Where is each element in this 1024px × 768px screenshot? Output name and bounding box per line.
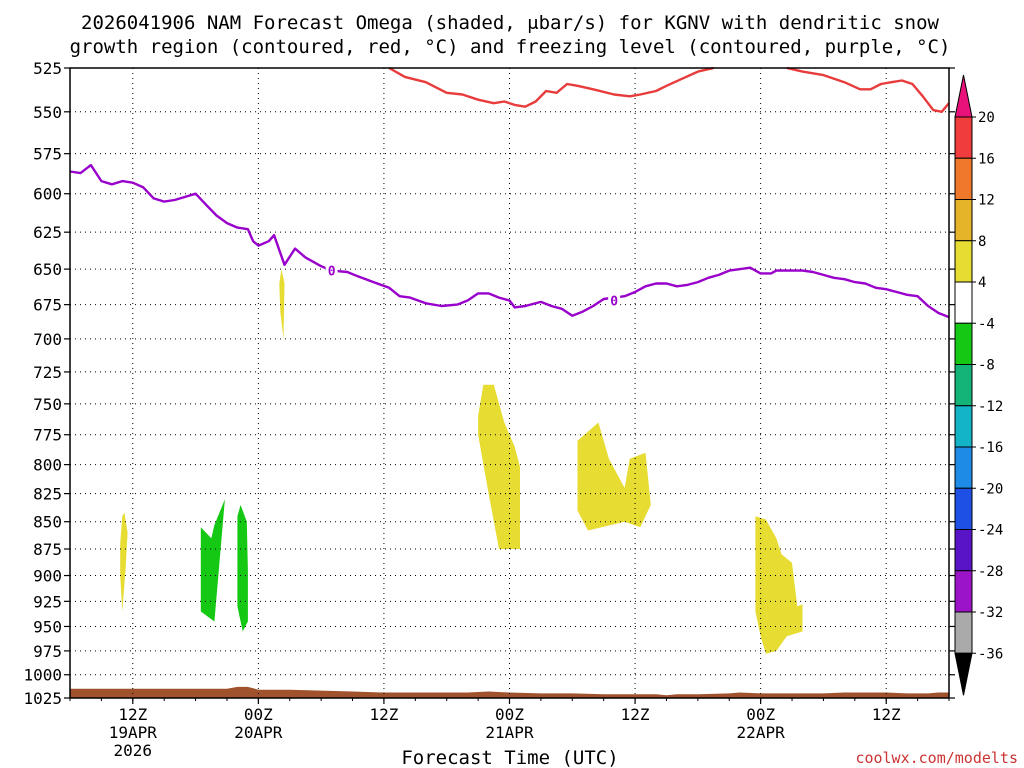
chart-title-line1: 2026041906 NAM Forecast Omega (shaded, μ… <box>81 12 939 34</box>
colorbar-label: -36 <box>978 646 1003 662</box>
terrain-fill <box>70 686 949 698</box>
colorbar-label: -28 <box>978 564 1003 580</box>
y-tick-label: 675 <box>33 296 62 315</box>
y-tick-label: 650 <box>33 260 62 279</box>
colorbar-label: -16 <box>978 440 1003 456</box>
y-tick-label: 725 <box>33 363 62 382</box>
contour-label-bg <box>608 292 621 308</box>
y-tick-label: 550 <box>33 103 62 122</box>
y-tick-label: 600 <box>33 185 62 204</box>
y-tick-label: 750 <box>33 395 62 414</box>
y-tick-label: 700 <box>33 330 62 349</box>
colorbar-label: -12 <box>978 399 1003 415</box>
y-tick-label: 625 <box>33 223 62 242</box>
omega-region <box>577 422 651 531</box>
colorbar-segment <box>954 364 973 407</box>
colorbar-segment <box>954 487 973 530</box>
colorbar-segment <box>954 199 973 242</box>
x-tick-label: 2026 <box>114 741 153 760</box>
colorbar: 20 16 12 8 4 -4 -8 -12 -16 -20 -24 -28 -32 -36 <box>954 74 1003 696</box>
colorbar-label: -20 <box>978 481 1003 497</box>
x-tick-label: 00Z <box>495 705 524 724</box>
contour-line-2 <box>69 163 950 319</box>
y-tick-label: 925 <box>33 592 62 611</box>
omega-region <box>279 269 285 339</box>
y-tick-label: 800 <box>33 456 62 475</box>
omega-region <box>478 384 520 549</box>
y-tick-label: 875 <box>33 540 62 559</box>
y-tick-label: 825 <box>33 485 62 504</box>
y-tick-label: 900 <box>33 567 62 586</box>
x-tick-label: 20APR <box>234 723 283 742</box>
x-axis-label: Forecast Time (UTC) <box>401 747 618 768</box>
y-tick-label: 975 <box>33 642 62 661</box>
y-tick-label: 525 <box>33 59 62 78</box>
y-tick-label: 575 <box>33 145 62 164</box>
y-tick-label: 1025 <box>23 689 62 708</box>
y-tick-label: 950 <box>33 617 62 636</box>
colorbar-segment <box>954 529 973 572</box>
omega-region <box>200 499 225 622</box>
y-axis: 525 550 575 600 625 650 675 700 725 750 775 800 825 8… <box>23 59 955 708</box>
omega-region <box>237 504 248 632</box>
colorbar-segment <box>954 157 973 200</box>
x-tick-label: 21APR <box>485 723 534 742</box>
colorbar-top-arrow <box>954 74 973 118</box>
chart-title-line2: growth region (contoured, red, °C) and f… <box>70 36 951 58</box>
colorbar-label: -4 <box>978 316 995 332</box>
colorbar-segment <box>954 240 973 283</box>
colorbar-label: -32 <box>978 605 1003 621</box>
x-tick-label: 12Z <box>118 705 147 724</box>
y-tick-label: 775 <box>33 426 62 445</box>
y-tick-label: 850 <box>33 513 62 532</box>
contour-label: 0 <box>328 265 336 280</box>
colorbar-label: -24 <box>978 523 1003 539</box>
colorbar-label: 8 <box>978 234 986 250</box>
contour-line-0 <box>388 66 714 108</box>
omega-region <box>120 512 128 612</box>
colorbar-label: -8 <box>978 358 995 374</box>
terrain <box>70 686 949 698</box>
contour-lines <box>69 66 950 319</box>
colorbar-segment <box>954 446 973 489</box>
omega-shading <box>120 269 803 654</box>
x-tick-label: 12Z <box>621 705 650 724</box>
colorbar-segment <box>954 281 973 324</box>
colorbar-label: 20 <box>978 110 995 126</box>
contour-label-bg <box>325 262 338 278</box>
x-tick-label: 22APR <box>737 723 786 742</box>
x-tick-label: 12Z <box>872 705 901 724</box>
colorbar-segment <box>954 322 973 365</box>
contour-line-1 <box>786 66 950 114</box>
colorbar-segment <box>954 570 973 613</box>
contour-label: 0 <box>610 294 618 309</box>
x-tick-label: 19APR <box>109 723 158 742</box>
colorbar-label: 12 <box>978 193 995 209</box>
grid <box>70 68 949 698</box>
x-tick-label: 00Z <box>746 705 775 724</box>
plot-area: 00 <box>69 66 950 699</box>
credit-text: coolwx.com/modelts <box>855 749 1018 767</box>
contour-labels: 00 <box>325 262 621 309</box>
colorbar-label: 16 <box>978 151 995 167</box>
omega-region <box>755 516 803 654</box>
colorbar-label: 4 <box>978 275 986 291</box>
colorbar-segment <box>954 116 973 159</box>
x-tick-label: 12Z <box>369 705 398 724</box>
colorbar-bottom-arrow <box>954 652 973 696</box>
x-tick-label: 00Z <box>244 705 273 724</box>
y-tick-label: 1000 <box>23 666 62 685</box>
colorbar-segment <box>954 405 973 448</box>
colorbar-segment <box>954 611 973 654</box>
